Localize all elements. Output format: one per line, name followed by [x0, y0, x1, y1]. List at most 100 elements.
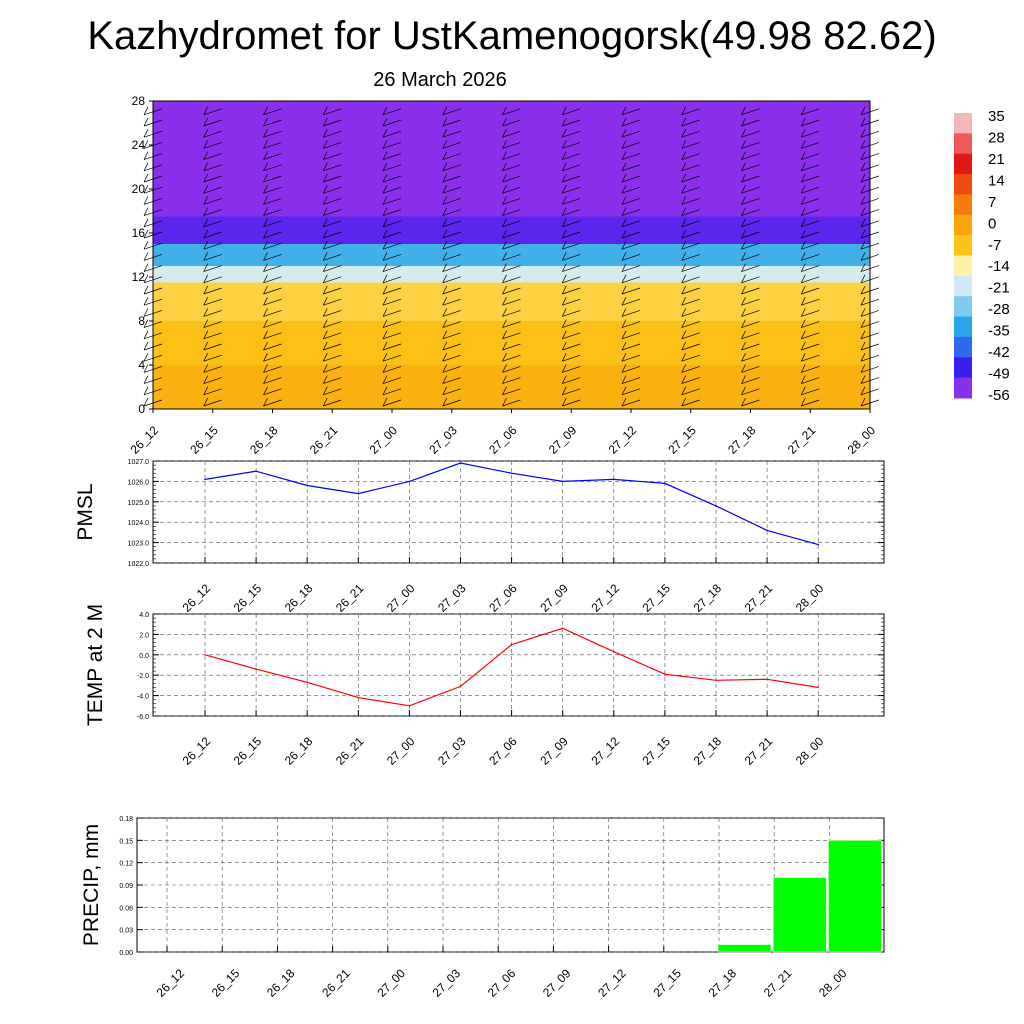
panel-2-y-tick-label: -6.0: [137, 714, 149, 721]
wind-barb-flag: [681, 106, 687, 115]
wind-barb-flag: [203, 106, 209, 115]
wind-barb-flag: [621, 308, 627, 317]
wind-barb-flag: [382, 229, 388, 239]
wind-barb: [442, 276, 461, 284]
panel-2-x-tick-label: 27_09: [537, 734, 571, 768]
panel-2-x-tick-label: 26_12: [180, 734, 214, 768]
panel-1-y-tick-label: 1024.0: [128, 520, 150, 527]
chart-subtitle: 26 March 2026: [373, 69, 507, 91]
wind-barb-flag: [741, 274, 746, 283]
wind-barb-flag: [860, 353, 866, 362]
wind-barb: [801, 164, 820, 172]
wind-barb: [562, 343, 581, 351]
wind-barb: [442, 399, 461, 407]
panel-2-x-tick-label: 26_18: [282, 734, 316, 768]
panel-1-y-tick-label: 1025.0: [128, 500, 150, 507]
wind-barb-flag: [741, 185, 746, 194]
wind-barb: [741, 130, 760, 138]
wind-barb: [323, 220, 342, 228]
wind-barb-flag: [741, 341, 746, 351]
wind-barb-flag: [502, 341, 507, 351]
wind-barb: [203, 220, 222, 228]
wind-barb-flag: [502, 386, 507, 395]
panel-3-x-tick-label: 27_15: [650, 966, 684, 1000]
wind-barb: [323, 186, 342, 194]
wind-barb-flag: [322, 162, 328, 171]
wind-barb-flag: [621, 241, 627, 250]
wind-barb-flag: [442, 263, 448, 272]
wind-barb-flag: [322, 229, 328, 239]
panel-3-x-tick-label: 26_15: [209, 966, 243, 1000]
panel-1-x-tick-label: 27_15: [640, 581, 674, 615]
wind-barb: [741, 231, 760, 239]
wind-barb-flag: [561, 330, 567, 339]
wind-barb-flag: [800, 196, 806, 205]
wind-barb: [681, 343, 700, 351]
chart-title: Kazhydromet for UstKamenogorsk(49.98 82.…: [87, 14, 937, 58]
panel-2-y-tick-label: -4.0: [137, 694, 149, 701]
panel-2-data-point: [613, 650, 615, 653]
wind-barb-flag: [322, 386, 328, 395]
wind-barb: [681, 265, 700, 272]
wind-barb-flag: [561, 162, 567, 171]
panel-2-y-tick-label: 0.0: [139, 653, 149, 660]
wind-barb: [741, 254, 760, 261]
wind-barb: [263, 354, 282, 362]
wind-barb-flag: [263, 140, 268, 149]
wind-barb-flag: [741, 252, 746, 261]
panel-3-y-tick-label: 0.15: [119, 838, 133, 845]
wind-barb: [801, 377, 820, 384]
wind-barb-flag: [741, 207, 746, 216]
wind-barb-flag: [561, 386, 567, 395]
wind-barb: [323, 399, 342, 407]
wind-barb: [442, 108, 461, 116]
panel-1-data-point: [255, 470, 257, 473]
wind-barb-flag: [800, 241, 806, 250]
wind-barb: [681, 366, 700, 373]
wind-barb: [741, 343, 760, 351]
wind-barb: [502, 377, 521, 384]
wind-barb: [621, 276, 641, 284]
panel-1-x-tick-label: 27_06: [486, 581, 520, 615]
panel-1-x-tick-label: 26_18: [282, 581, 316, 615]
wind-barb-flag: [561, 173, 567, 183]
colorbar-label: 7: [988, 194, 996, 211]
wind-barb-flag: [621, 285, 627, 295]
wind-barb: [741, 242, 760, 250]
wind-barb-flag: [741, 151, 746, 160]
wind-barb-flag: [800, 386, 806, 395]
wind-barb-flag: [621, 207, 627, 216]
wind-barb: [442, 287, 461, 295]
wind-barb: [203, 108, 222, 116]
wind-barb: [681, 220, 700, 228]
panel-1-data-point: [664, 482, 666, 485]
wind-barb-flag: [561, 229, 567, 239]
wind-barb: [382, 254, 402, 261]
wind-barb-flag: [681, 375, 687, 384]
wind-barb-flag: [143, 129, 149, 138]
wind-barb: [263, 332, 282, 340]
wind-barb-flag: [800, 263, 806, 272]
wind-barb: [801, 186, 820, 194]
wind-barb-flag: [502, 196, 507, 205]
panel-2-data-point: [561, 627, 564, 630]
wind-barb: [681, 388, 700, 396]
heatmap-x-tick-label: 26_15: [187, 423, 221, 457]
wind-barb-flag: [203, 207, 209, 216]
wind-barb-flag: [382, 241, 388, 250]
wind-barb-flag: [442, 364, 448, 373]
wind-barb-flag: [561, 397, 567, 407]
wind-barb-flag: [263, 162, 268, 171]
wind-barb: [263, 287, 282, 295]
wind-barb: [382, 343, 402, 351]
wind-barb: [382, 209, 402, 216]
wind-barb: [442, 310, 461, 317]
wind-barb: [502, 354, 521, 362]
wind-barb: [382, 119, 402, 127]
panel-3-bar: [717, 944, 772, 953]
panel-2-y-tick-label: 2.0: [139, 632, 149, 639]
wind-barb-flag: [561, 353, 567, 362]
wind-barb-flag: [322, 341, 328, 351]
wind-barb: [263, 153, 282, 160]
wind-barb-flag: [860, 308, 866, 317]
